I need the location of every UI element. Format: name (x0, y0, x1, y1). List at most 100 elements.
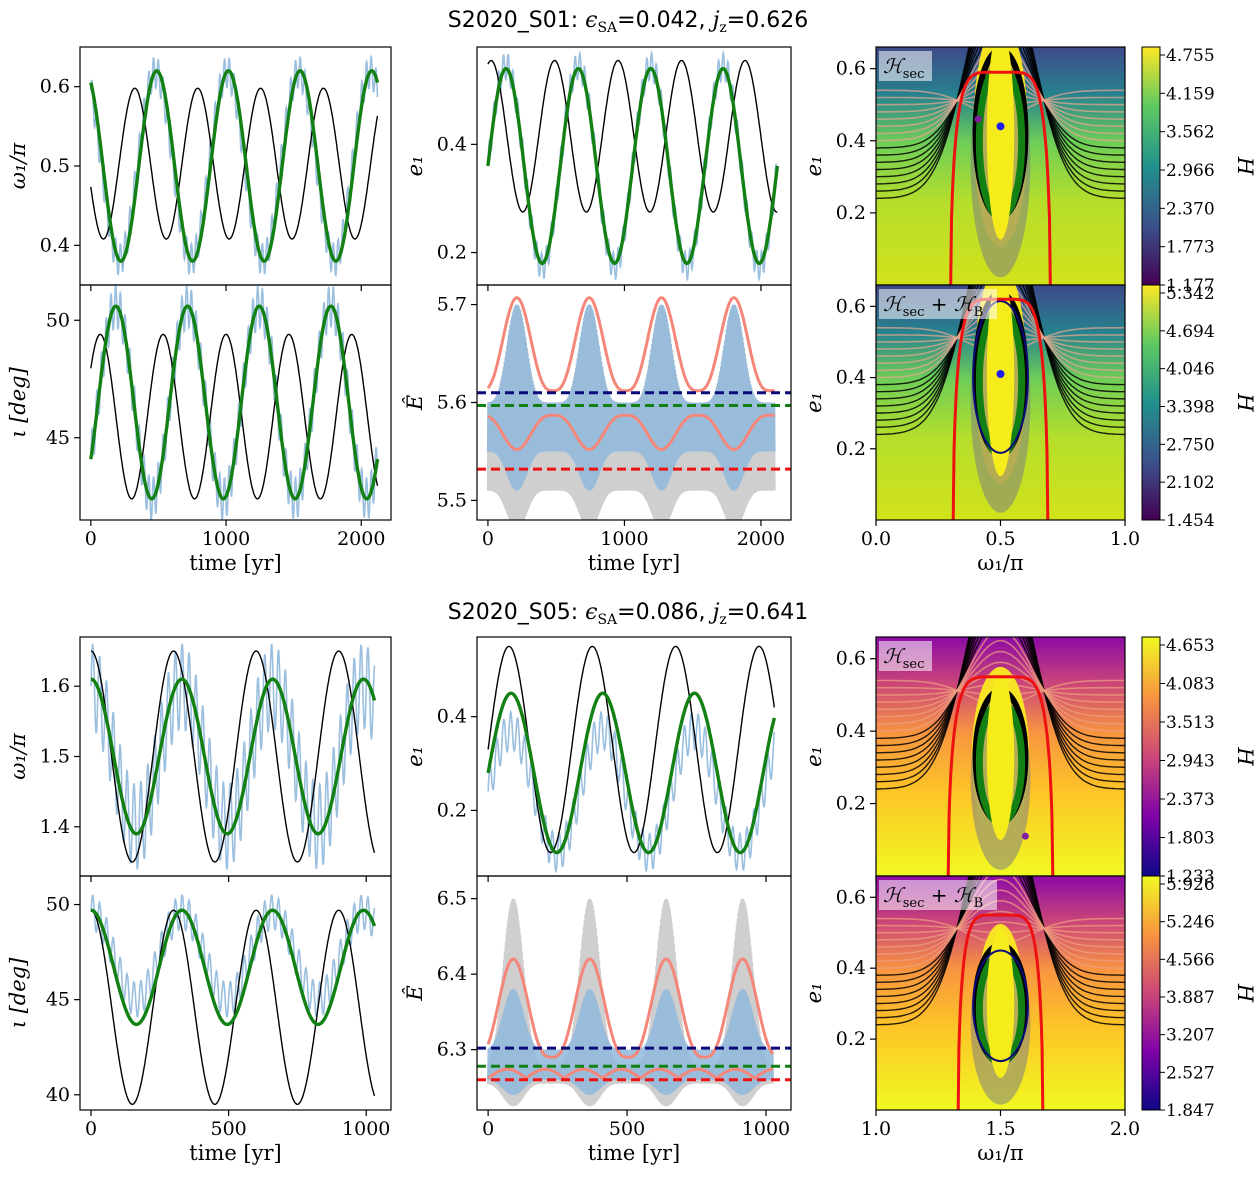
contour-line (876, 47, 1125, 199)
hamiltonian-label: ℋsec + ℋB (879, 289, 997, 320)
colorbar-tick-label: 3.887 (1166, 988, 1215, 1008)
colorbar-label: H (1233, 392, 1256, 412)
x-tick-label: 500 (609, 1118, 645, 1140)
separatrix (946, 675, 1055, 876)
colorbar-tick-label: 1.847 (1166, 1101, 1215, 1121)
panel-A_E: 0 1000 2000 5.5 5.6 5.7 time [yr] Ê (403, 284, 792, 575)
contour-line (876, 899, 1125, 948)
y-tick-label: 0.4 (836, 720, 866, 742)
panel-B_omega: 1.4 1.5 1.6 ω₁/π (6, 636, 392, 882)
contour-line (876, 285, 1125, 393)
contour-line (876, 285, 1125, 386)
plot-area (486, 49, 779, 283)
contour-line (876, 47, 1125, 192)
initial-point (1021, 832, 1029, 840)
brown-series (89, 304, 380, 501)
colorbar-tick-label: 3.207 (1166, 1026, 1215, 1046)
contour-line (876, 876, 1125, 969)
contour-line (876, 876, 1125, 998)
secular-series (90, 909, 376, 1106)
suptitle-a: S2020_S01: ϵSA=0.042, jz=0.626 (448, 8, 808, 36)
contour-line (876, 876, 1125, 1005)
axes-frame (476, 284, 792, 521)
colorbar-tick-label: 2.373 (1166, 790, 1215, 810)
y-tick-label: 0.6 (836, 648, 866, 670)
panel-A_i: 0 1000 2000 45 50 time [yr] ι [deg] (6, 284, 392, 575)
x-tick-label: 1000 (202, 528, 250, 550)
y-tick-label: 0.2 (836, 202, 866, 224)
y-axis-label: e₁ (802, 392, 826, 413)
label-box (879, 51, 932, 81)
x-tick-label: 1000 (742, 1118, 790, 1140)
colorbar-B_map2: 5.926 5.246 4.566 3.887 3.207 2.527 1.847 H (1141, 875, 1256, 1121)
x-axis-label: time [yr] (588, 1141, 680, 1165)
y-tick-label: 0.4 (437, 706, 467, 728)
plot-area (477, 296, 791, 520)
contour-line (876, 637, 1125, 783)
panel-B_E: 0 500 1000 6.3 6.4 6.5 time [yr] Ê (403, 875, 792, 1165)
contour-line (876, 637, 1125, 747)
axes-frame (875, 284, 1126, 521)
x-tick-label: 1.0 (1110, 528, 1140, 550)
y-tick-label: 0.6 (836, 295, 866, 317)
x-axis-label: time [yr] (588, 551, 680, 575)
colorbar-tick-label: 2.943 (1166, 752, 1215, 772)
y-tick-label: 6.4 (437, 963, 467, 985)
x-tick-label: 2000 (337, 528, 385, 550)
colorbar-label: H (1233, 156, 1256, 176)
y-tick-label: 0.5 (40, 155, 70, 177)
contour-line (876, 637, 1125, 776)
separatrix (949, 70, 1052, 285)
secular-series (487, 59, 778, 213)
initial-point (974, 115, 982, 123)
envelope-bumps (487, 1067, 773, 1081)
axes-frame (476, 875, 792, 1111)
x-axis-label: time [yr] (189, 551, 281, 575)
heatmap-area (876, 47, 1125, 285)
contour-line (876, 910, 1125, 941)
y-axis-label: ω₁/π (6, 142, 30, 190)
x-tick-label: 0.5 (985, 528, 1015, 550)
y-tick-label: 0.2 (836, 438, 866, 460)
y-tick-label: 6.5 (437, 888, 467, 910)
colorbar-tick-label: 4.653 (1166, 636, 1215, 656)
energy-contour (972, 300, 1029, 454)
y-tick-label: 50 (46, 309, 70, 331)
energy-contour (972, 949, 1029, 1063)
colorbar-tick-label: 1.454 (1166, 511, 1215, 531)
x-axis-label: ω₁/π (977, 551, 1024, 575)
colorbar-tick-label: 5.246 (1166, 913, 1215, 933)
inner-core (986, 929, 1015, 1079)
colorbar-gradient (1141, 636, 1161, 877)
contour-line (876, 47, 1125, 149)
hamiltonian-label: ℋsec (879, 641, 932, 672)
label-text: ℋsec + ℋB (883, 292, 983, 320)
axes-frame (875, 875, 1126, 1111)
panel-A_e: 0.2 0.4 e₁ (403, 46, 792, 291)
plot-area (477, 898, 791, 1107)
x-tick-label: 2000 (737, 528, 785, 550)
colorbar-tick-label: 2.527 (1166, 1063, 1215, 1083)
y-tick-label: 0.6 (836, 58, 866, 80)
brown-series (90, 908, 377, 1027)
y-axis-label: ω₁/π (6, 732, 30, 780)
contour-line (876, 639, 1125, 725)
nbody-series-nbody (90, 643, 376, 871)
y-tick-label: 0.4 (836, 957, 866, 979)
y-tick-label: 0.4 (836, 367, 866, 389)
x-tick-label: 1000 (600, 528, 648, 550)
y-tick-label: 0.4 (437, 133, 467, 155)
y-axis-label: ι [deg] (6, 366, 30, 437)
colorbar-gradient (1141, 46, 1161, 286)
colorbar-tick-label: 4.755 (1166, 46, 1215, 66)
colorbar-tick-label: 4.694 (1166, 322, 1215, 342)
contour-line (876, 47, 1125, 178)
inner-core (986, 47, 1015, 240)
y-tick-label: 1.5 (40, 746, 70, 768)
y-tick-label: 0.4 (836, 130, 866, 152)
axes-frame (79, 284, 392, 521)
envelope-peaks (486, 957, 775, 1059)
nbody-band (486, 304, 776, 491)
envelope-dips (487, 413, 775, 451)
